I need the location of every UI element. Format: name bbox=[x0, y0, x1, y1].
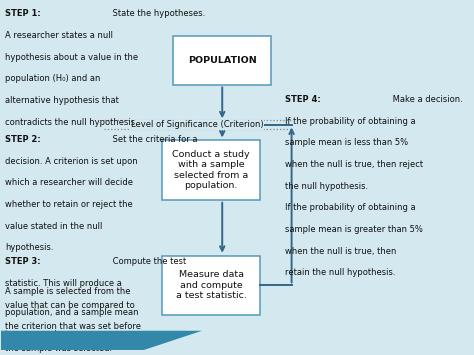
Text: sample mean is less than 5%: sample mean is less than 5% bbox=[285, 138, 408, 147]
Text: contradicts the null hypothesis.: contradicts the null hypothesis. bbox=[5, 118, 138, 127]
Polygon shape bbox=[0, 331, 202, 350]
Text: when the null is true, then: when the null is true, then bbox=[285, 247, 396, 256]
Text: If the probability of obtaining a: If the probability of obtaining a bbox=[285, 203, 416, 212]
Text: which a researcher will decide: which a researcher will decide bbox=[5, 179, 133, 187]
Text: the sample was selected.: the sample was selected. bbox=[5, 344, 112, 353]
Text: hypothesis about a value in the: hypothesis about a value in the bbox=[5, 53, 138, 62]
Text: Make a decision.: Make a decision. bbox=[390, 95, 463, 104]
Text: If the probability of obtaining a: If the probability of obtaining a bbox=[285, 117, 416, 126]
Text: statistic. This will produce a: statistic. This will produce a bbox=[5, 279, 122, 288]
Text: decision. A criterion is set upon: decision. A criterion is set upon bbox=[5, 157, 138, 166]
Text: Measure data
and compute
a test statistic.: Measure data and compute a test statisti… bbox=[175, 271, 246, 300]
Text: sample mean is greater than 5%: sample mean is greater than 5% bbox=[285, 225, 423, 234]
Text: population (H₀) and an: population (H₀) and an bbox=[5, 75, 100, 83]
Text: is measured.: is measured. bbox=[5, 330, 59, 339]
FancyBboxPatch shape bbox=[162, 140, 260, 200]
Text: Conduct a study
with a sample
selected from a
population.: Conduct a study with a sample selected f… bbox=[172, 150, 250, 190]
Text: Compute the test: Compute the test bbox=[110, 257, 187, 266]
Text: value stated in the null: value stated in the null bbox=[5, 222, 102, 231]
Text: STEP 2:: STEP 2: bbox=[5, 135, 41, 144]
FancyBboxPatch shape bbox=[162, 256, 260, 315]
Text: STEP 4:: STEP 4: bbox=[285, 95, 320, 104]
FancyBboxPatch shape bbox=[173, 36, 272, 84]
Text: Level of Significance (Criterion): Level of Significance (Criterion) bbox=[131, 120, 264, 129]
Text: STEP 1:: STEP 1: bbox=[5, 10, 41, 18]
Text: when the null is true, then reject: when the null is true, then reject bbox=[285, 160, 423, 169]
Text: the criterion that was set before: the criterion that was set before bbox=[5, 322, 141, 331]
Text: STEP 3:: STEP 3: bbox=[5, 257, 41, 266]
Text: alternative hypothesis that: alternative hypothesis that bbox=[5, 96, 119, 105]
Text: whether to retain or reject the: whether to retain or reject the bbox=[5, 200, 133, 209]
Text: A sample is selected from the: A sample is selected from the bbox=[5, 287, 131, 296]
Text: Set the criteria for a: Set the criteria for a bbox=[110, 135, 198, 144]
Text: the null hypothesis.: the null hypothesis. bbox=[285, 182, 368, 191]
Text: A researcher states a null: A researcher states a null bbox=[5, 31, 113, 40]
Text: population, and a sample mean: population, and a sample mean bbox=[5, 308, 139, 317]
Text: hypothesis.: hypothesis. bbox=[5, 244, 54, 252]
Text: retain the null hypothesis.: retain the null hypothesis. bbox=[285, 268, 395, 277]
Text: value that can be compared to: value that can be compared to bbox=[5, 301, 135, 310]
Text: POPULATION: POPULATION bbox=[188, 56, 256, 65]
Text: State the hypotheses.: State the hypotheses. bbox=[110, 10, 206, 18]
